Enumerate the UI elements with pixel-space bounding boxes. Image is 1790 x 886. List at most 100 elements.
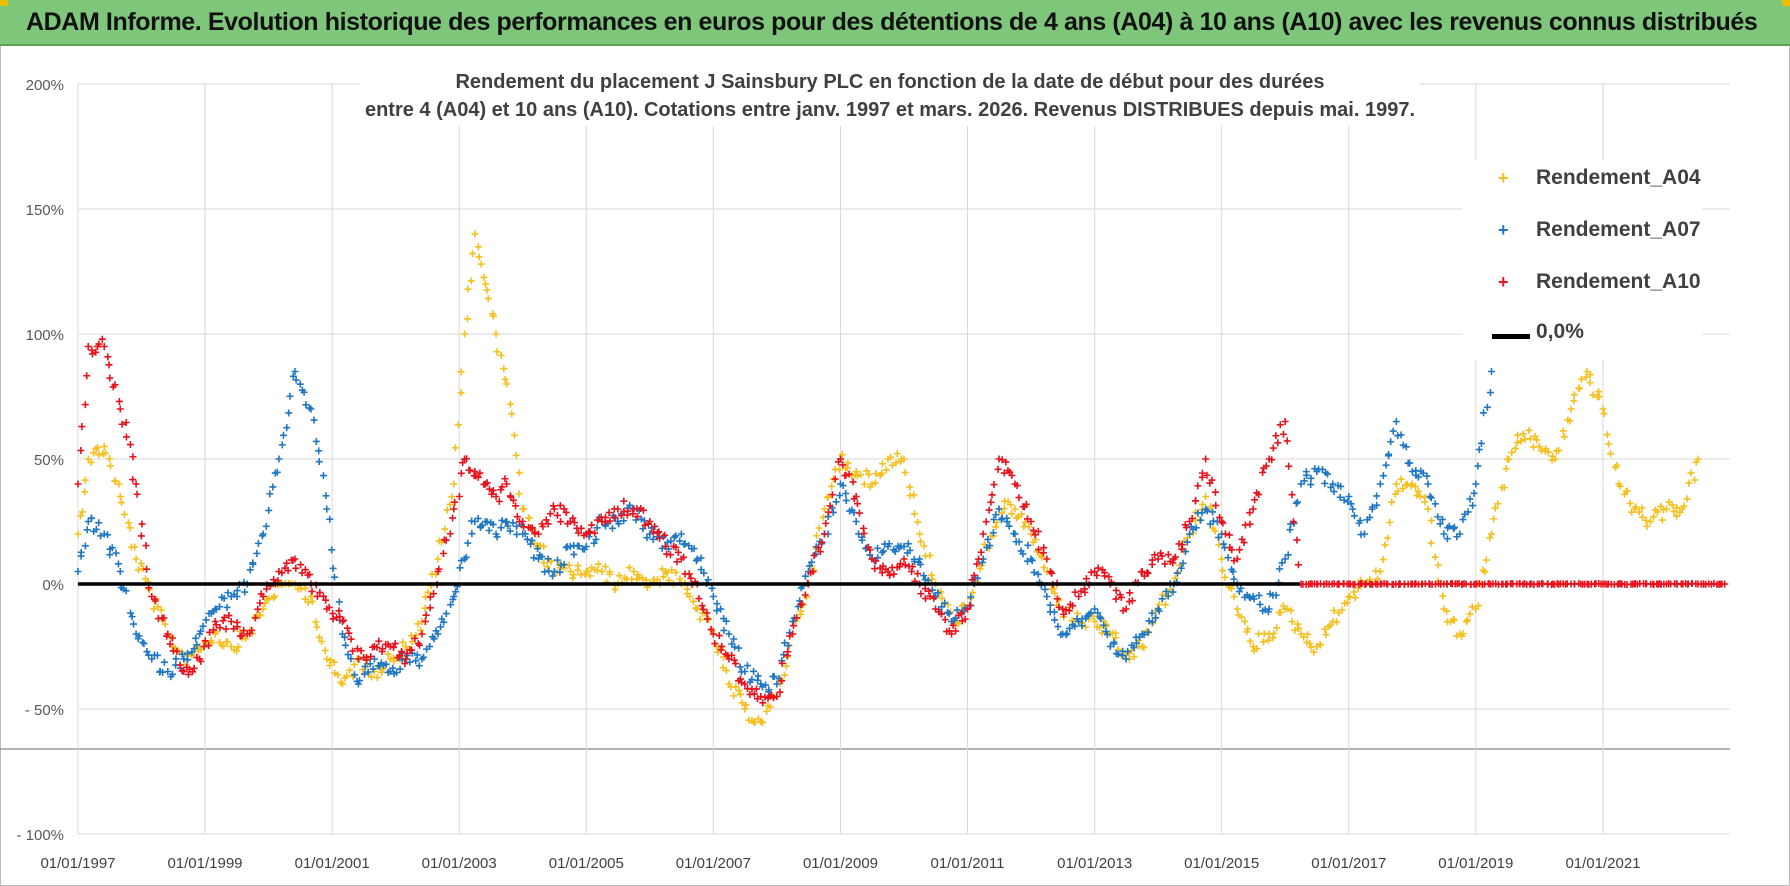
point-rendement-a07 bbox=[246, 566, 254, 574]
point-rendement-a04 bbox=[1531, 432, 1539, 440]
point-rendement-a04 bbox=[824, 493, 832, 501]
point-rendement-a07 bbox=[1229, 568, 1237, 576]
point-rendement-a07 bbox=[741, 668, 749, 675]
legend-label-a07: Rendement_A07 bbox=[1536, 218, 1701, 241]
point-rendement-a07 bbox=[1368, 505, 1376, 513]
point-rendement-a04 bbox=[569, 574, 577, 582]
point-rendement-a10 bbox=[132, 480, 140, 488]
point-rendement-a07 bbox=[934, 589, 942, 597]
point-rendement-a04 bbox=[106, 462, 114, 470]
point-rendement-a04 bbox=[492, 330, 500, 338]
point-rendement-a04 bbox=[270, 594, 278, 602]
point-rendement-a07 bbox=[1179, 559, 1187, 567]
point-rendement-a07 bbox=[735, 644, 743, 652]
point-rendement-a10 bbox=[138, 520, 146, 528]
point-rendement-a07 bbox=[172, 655, 180, 663]
point-rendement-a04 bbox=[1082, 623, 1090, 631]
point-rendement-a04 bbox=[1397, 475, 1405, 483]
point-rendement-a10 bbox=[741, 680, 749, 688]
point-rendement-a07 bbox=[413, 651, 421, 659]
point-rendement-a10 bbox=[519, 518, 527, 525]
point-rendement-a10 bbox=[397, 648, 405, 656]
point-rendement-a04 bbox=[448, 493, 456, 501]
point-rendement-a07 bbox=[279, 431, 287, 439]
axis-labels: 200% 150% 100% 50% 0% - 50% - 100% 01/01/1997 01… bbox=[16, 77, 1640, 872]
point-rendement-a10 bbox=[1294, 561, 1302, 569]
x-tick-label: 01/01/1999 bbox=[167, 855, 242, 872]
point-rendement-a04 bbox=[1096, 624, 1104, 632]
point-rendement-a10 bbox=[230, 625, 238, 633]
point-rendement-a10 bbox=[674, 548, 682, 556]
point-rendement-a04 bbox=[1491, 504, 1499, 512]
point-rendement-a10 bbox=[961, 615, 969, 623]
point-rendement-a10 bbox=[1246, 509, 1254, 517]
point-rendement-a04 bbox=[1038, 553, 1046, 561]
point-rendement-a10 bbox=[408, 646, 416, 654]
point-rendement-a04 bbox=[424, 588, 432, 596]
point-rendement-a07 bbox=[315, 458, 323, 466]
point-rendement-a04 bbox=[566, 568, 574, 575]
point-rendement-a07 bbox=[967, 593, 975, 601]
point-rendement-a07 bbox=[1445, 522, 1453, 530]
point-rendement-a10 bbox=[901, 561, 909, 569]
point-rendement-a07 bbox=[693, 555, 701, 563]
point-rendement-a04 bbox=[1626, 499, 1634, 507]
point-rendement-a07 bbox=[1148, 609, 1156, 617]
point-rendement-a04 bbox=[914, 518, 922, 526]
point-rendement-a07 bbox=[1124, 647, 1132, 655]
point-rendement-a07 bbox=[478, 521, 486, 529]
point-rendement-a10 bbox=[773, 693, 781, 700]
point-rendement-a10 bbox=[225, 612, 233, 620]
point-rendement-a04 bbox=[1304, 630, 1312, 638]
point-rendement-a04 bbox=[1246, 637, 1254, 645]
point-rendement-a04 bbox=[1295, 624, 1303, 632]
point-rendement-a04 bbox=[1351, 594, 1359, 602]
point-rendement-a10 bbox=[661, 543, 669, 550]
point-rendement-a07 bbox=[1337, 482, 1345, 490]
point-rendement-a07 bbox=[765, 688, 773, 696]
point-rendement-a10 bbox=[831, 475, 839, 483]
point-rendement-a10 bbox=[914, 570, 922, 578]
point-rendement-a07 bbox=[100, 530, 108, 538]
point-rendement-a07 bbox=[916, 555, 924, 563]
point-rendement-a07 bbox=[354, 680, 362, 688]
point-rendement-a07 bbox=[364, 668, 372, 676]
point-rendement-a07 bbox=[1469, 502, 1477, 510]
point-rendement-a07 bbox=[989, 529, 997, 537]
point-rendement-a10 bbox=[322, 596, 330, 604]
legend-item-a07: + Rendement_A07 bbox=[1462, 218, 1702, 248]
point-rendement-a07 bbox=[1015, 538, 1023, 546]
point-rendement-a04 bbox=[594, 560, 602, 568]
point-rendement-a04 bbox=[1487, 530, 1495, 538]
point-rendement-a10 bbox=[105, 361, 113, 369]
point-rendement-a04 bbox=[1025, 523, 1033, 531]
point-rendement-a07 bbox=[1051, 616, 1059, 624]
point-rendement-a07 bbox=[81, 542, 89, 550]
point-rendement-a04 bbox=[434, 555, 442, 563]
point-rendement-a04 bbox=[1599, 405, 1607, 413]
point-rendement-a10 bbox=[900, 555, 908, 563]
point-rendement-a04 bbox=[256, 612, 264, 620]
point-rendement-a07 bbox=[885, 540, 893, 548]
point-rendement-a10 bbox=[979, 530, 987, 538]
point-rendement-a10 bbox=[601, 518, 609, 526]
point-rendement-a10 bbox=[471, 468, 479, 475]
point-rendement-a07 bbox=[1284, 551, 1292, 559]
point-rendement-a10 bbox=[707, 625, 715, 633]
point-rendement-a07 bbox=[468, 530, 476, 538]
point-rendement-a10 bbox=[685, 570, 693, 578]
point-rendement-a04 bbox=[813, 532, 821, 540]
point-rendement-a10 bbox=[118, 420, 126, 428]
point-rendement-a10 bbox=[1013, 482, 1021, 490]
point-rendement-a07 bbox=[1360, 530, 1368, 538]
point-rendement-a10 bbox=[930, 594, 938, 602]
point-rendement-a07 bbox=[135, 632, 143, 640]
point-rendement-a10 bbox=[860, 529, 868, 537]
point-rendement-a07 bbox=[1423, 472, 1431, 480]
point-rendement-a04 bbox=[124, 519, 132, 527]
legend-marker-a10: + bbox=[1498, 272, 1509, 292]
point-rendement-a04 bbox=[857, 471, 865, 479]
point-rendement-a07 bbox=[452, 588, 460, 596]
point-rendement-a10 bbox=[1191, 497, 1199, 505]
point-rendement-a10 bbox=[1105, 573, 1113, 581]
